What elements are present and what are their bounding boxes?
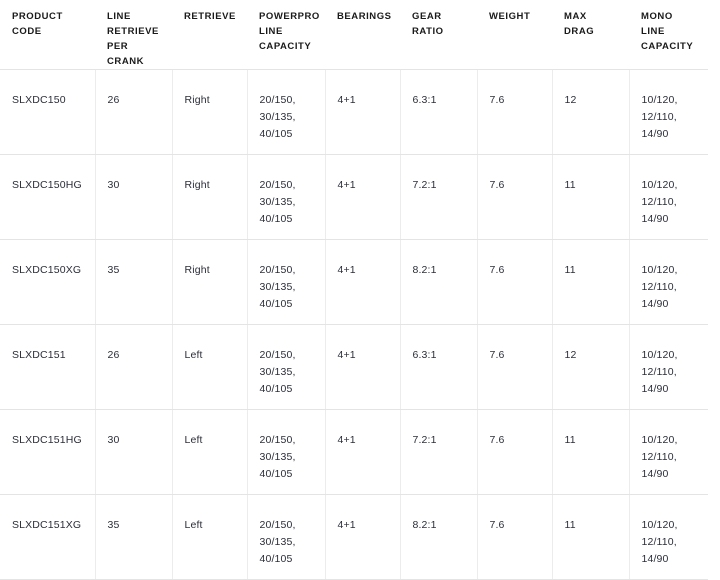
cell-line-retrieve-per-crank: 30 [95,154,173,240]
cell-powerpro-line-capacity: 20/150, 30/135, 40/105 [247,239,326,325]
cell-bearings: 4+1 [325,154,401,240]
cell-gear-ratio: 8.2:1 [400,494,478,580]
cell-powerpro-line-capacity: 20/150, 30/135, 40/105 [247,324,326,410]
table-header-row: PRODUCT CODE LINE RETRIEVE PER CRANK RET… [0,0,708,70]
column-header-product-code: PRODUCT CODE [0,0,95,70]
column-header-powerpro-line-capacity: POWERPRO LINE CAPACITY [247,0,325,70]
column-header-line-retrieve-per-crank: LINE RETRIEVE PER CRANK [95,0,172,70]
cell-weight: 7.6 [477,494,553,580]
cell-retrieve: Left [172,409,248,495]
cell-weight: 7.6 [477,154,553,240]
cell-product-code: SLXDC150XG [0,239,96,325]
cell-retrieve: Left [172,494,248,580]
cell-weight: 7.6 [477,239,553,325]
cell-max-drag: 12 [552,324,630,410]
cell-gear-ratio: 8.2:1 [400,239,478,325]
cell-bearings: 4+1 [325,494,401,580]
cell-bearings: 4+1 [325,324,401,410]
cell-mono-line-capacity: 10/120, 12/110, 14/90 [629,239,708,325]
cell-weight: 7.6 [477,409,553,495]
cell-mono-line-capacity: 10/120, 12/110, 14/90 [629,69,708,155]
cell-bearings: 4+1 [325,409,401,495]
cell-product-code: SLXDC151 [0,324,96,410]
cell-bearings: 4+1 [325,239,401,325]
cell-retrieve: Right [172,239,248,325]
cell-mono-line-capacity: 10/120, 12/110, 14/90 [629,154,708,240]
column-header-weight: WEIGHT [477,0,552,70]
table-header: PRODUCT CODE LINE RETRIEVE PER CRANK RET… [0,0,708,70]
cell-mono-line-capacity: 10/120, 12/110, 14/90 [629,324,708,410]
cell-max-drag: 12 [552,69,630,155]
column-header-gear-ratio: GEAR RATIO [400,0,477,70]
column-header-max-drag: MAX DRAG [552,0,629,70]
cell-weight: 7.6 [477,69,553,155]
table-row: SLXDC151XG 35 Left 20/150, 30/135, 40/10… [0,494,708,580]
table-row: SLXDC151 26 Left 20/150, 30/135, 40/105 … [0,324,708,410]
table-row: SLXDC150XG 35 Right 20/150, 30/135, 40/1… [0,239,708,325]
cell-gear-ratio: 7.2:1 [400,409,478,495]
column-header-retrieve: RETRIEVE [172,0,247,70]
cell-powerpro-line-capacity: 20/150, 30/135, 40/105 [247,409,326,495]
cell-bearings: 4+1 [325,69,401,155]
column-header-mono-line-capacity: MONO LINE CAPACITY [629,0,708,70]
cell-max-drag: 11 [552,409,630,495]
cell-line-retrieve-per-crank: 35 [95,239,173,325]
table-row: SLXDC150HG 30 Right 20/150, 30/135, 40/1… [0,154,708,240]
cell-product-code: SLXDC151XG [0,494,96,580]
cell-mono-line-capacity: 10/120, 12/110, 14/90 [629,409,708,495]
table-body: SLXDC150 26 Right 20/150, 30/135, 40/105… [0,69,708,580]
cell-max-drag: 11 [552,154,630,240]
table-row: SLXDC151HG 30 Left 20/150, 30/135, 40/10… [0,409,708,495]
cell-mono-line-capacity: 10/120, 12/110, 14/90 [629,494,708,580]
cell-line-retrieve-per-crank: 35 [95,494,173,580]
cell-powerpro-line-capacity: 20/150, 30/135, 40/105 [247,69,326,155]
cell-product-code: SLXDC150HG [0,154,96,240]
cell-powerpro-line-capacity: 20/150, 30/135, 40/105 [247,494,326,580]
cell-line-retrieve-per-crank: 30 [95,409,173,495]
cell-gear-ratio: 7.2:1 [400,154,478,240]
cell-product-code: SLXDC150 [0,69,96,155]
table-row: SLXDC150 26 Right 20/150, 30/135, 40/105… [0,69,708,155]
cell-line-retrieve-per-crank: 26 [95,324,173,410]
cell-retrieve: Left [172,324,248,410]
cell-max-drag: 11 [552,239,630,325]
cell-product-code: SLXDC151HG [0,409,96,495]
cell-retrieve: Right [172,69,248,155]
cell-retrieve: Right [172,154,248,240]
cell-line-retrieve-per-crank: 26 [95,69,173,155]
cell-weight: 7.6 [477,324,553,410]
cell-powerpro-line-capacity: 20/150, 30/135, 40/105 [247,154,326,240]
cell-gear-ratio: 6.3:1 [400,324,478,410]
column-header-bearings: BEARINGS [325,0,400,70]
cell-gear-ratio: 6.3:1 [400,69,478,155]
cell-max-drag: 11 [552,494,630,580]
